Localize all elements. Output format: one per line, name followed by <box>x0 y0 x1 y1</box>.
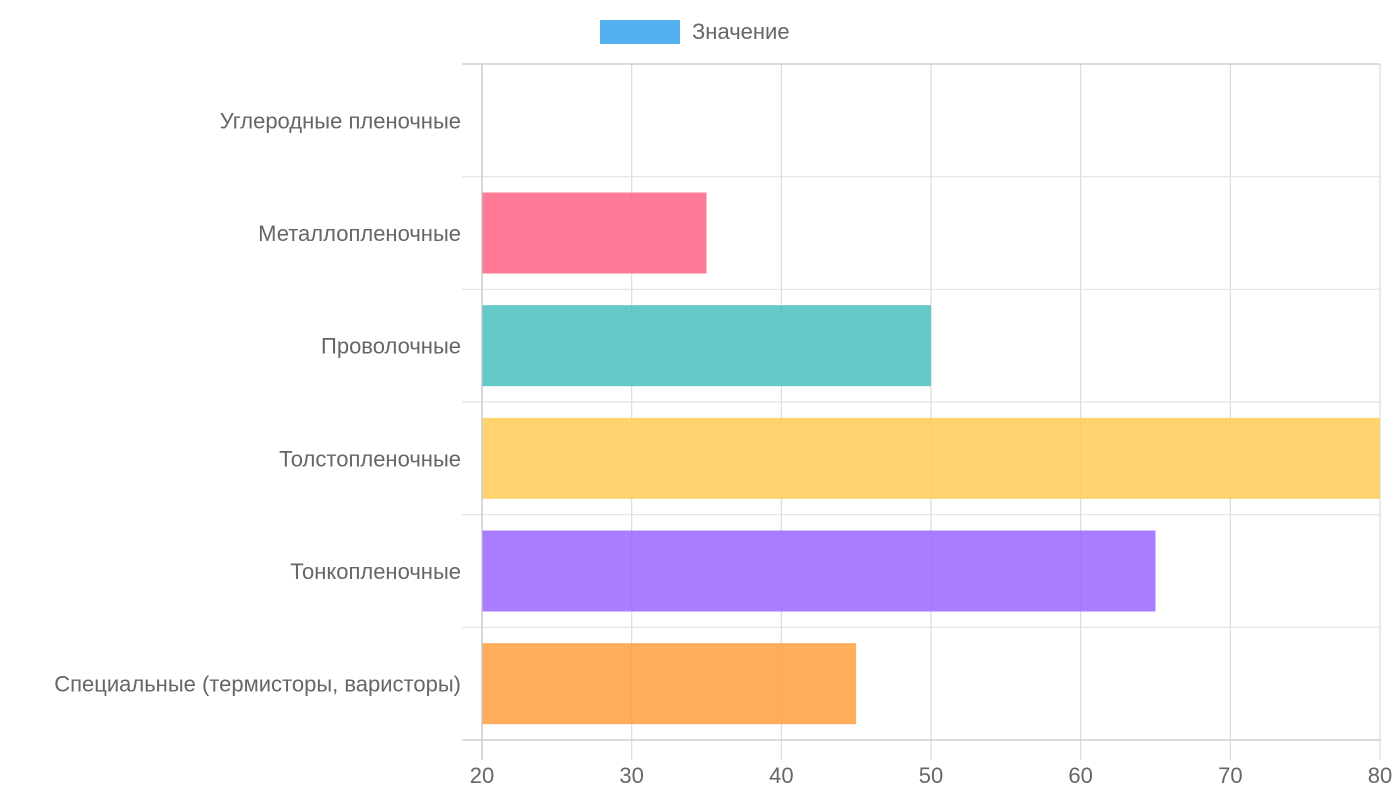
bars <box>482 192 1380 725</box>
x-tick-label: 50 <box>919 763 943 788</box>
category-label: Проволочные <box>321 334 461 359</box>
bar[interactable] <box>482 305 931 387</box>
category-labels: Углеродные пленочные Металлопленочные Пров… <box>54 108 461 696</box>
category-label: Специальные (термисторы, варисторы) <box>54 672 461 697</box>
category-label: Углеродные пленочные <box>220 108 461 133</box>
x-tick-label: 80 <box>1368 763 1392 788</box>
legend[interactable]: Значение <box>600 19 790 44</box>
legend-label-value[interactable]: Значение <box>692 19 790 44</box>
x-tick-label: 30 <box>619 763 643 788</box>
legend-swatch-value[interactable] <box>600 20 680 44</box>
category-label: Металлопленочные <box>258 221 461 246</box>
category-label: Толстопленочные <box>279 446 461 471</box>
x-tick-label: 70 <box>1218 763 1242 788</box>
bar[interactable] <box>482 417 1380 499</box>
category-label: Тонкопленочные <box>290 559 461 584</box>
bar[interactable] <box>482 530 1156 612</box>
x-tick-labels: 20 30 40 50 60 70 80 <box>470 763 1392 788</box>
x-tick-label: 20 <box>470 763 494 788</box>
x-tick-label: 40 <box>769 763 793 788</box>
grid <box>462 63 1381 760</box>
x-tick-label: 60 <box>1068 763 1092 788</box>
bar[interactable] <box>482 192 707 274</box>
bar[interactable] <box>482 643 857 725</box>
